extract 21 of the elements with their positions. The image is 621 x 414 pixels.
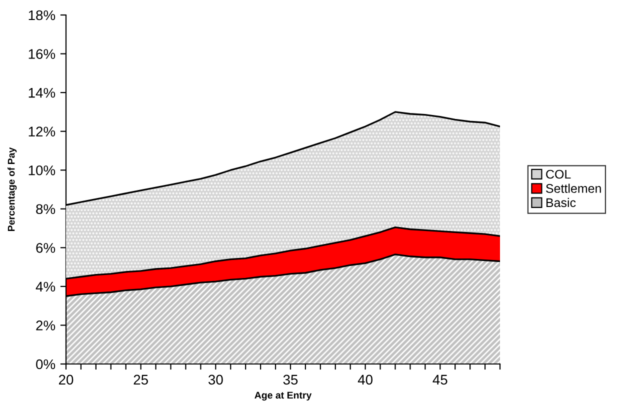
x-tick-label: 25 bbox=[134, 374, 148, 385]
y-tick-label: 14% bbox=[28, 88, 56, 98]
x-tick-label: 30 bbox=[208, 374, 223, 385]
y-tick-label: 2% bbox=[36, 320, 56, 330]
y-tick-label: 10% bbox=[28, 165, 56, 176]
x-tick-label: 20 bbox=[58, 374, 74, 385]
x-tick-label: 45 bbox=[432, 374, 448, 385]
legend-label: Basic bbox=[546, 198, 576, 208]
legend-label: Settlemen bbox=[546, 184, 601, 193]
y-tick-label: 16% bbox=[28, 49, 56, 59]
y-tick-label: 8% bbox=[36, 204, 56, 214]
y-tick-label: 4% bbox=[36, 282, 56, 292]
y-tick-label: 18% bbox=[28, 10, 56, 20]
legend-label: COL bbox=[546, 170, 571, 179]
x-tick-label: 40 bbox=[358, 374, 372, 385]
x-tick-label: 35 bbox=[283, 374, 298, 385]
y-tick-label: 6% bbox=[36, 243, 56, 253]
x-axis-title: Age at Entry bbox=[254, 392, 312, 401]
y-tick-label: 12% bbox=[28, 126, 56, 136]
y-axis-title: Percentage of Pay bbox=[8, 147, 17, 231]
y-tick-label: 0% bbox=[36, 359, 56, 370]
